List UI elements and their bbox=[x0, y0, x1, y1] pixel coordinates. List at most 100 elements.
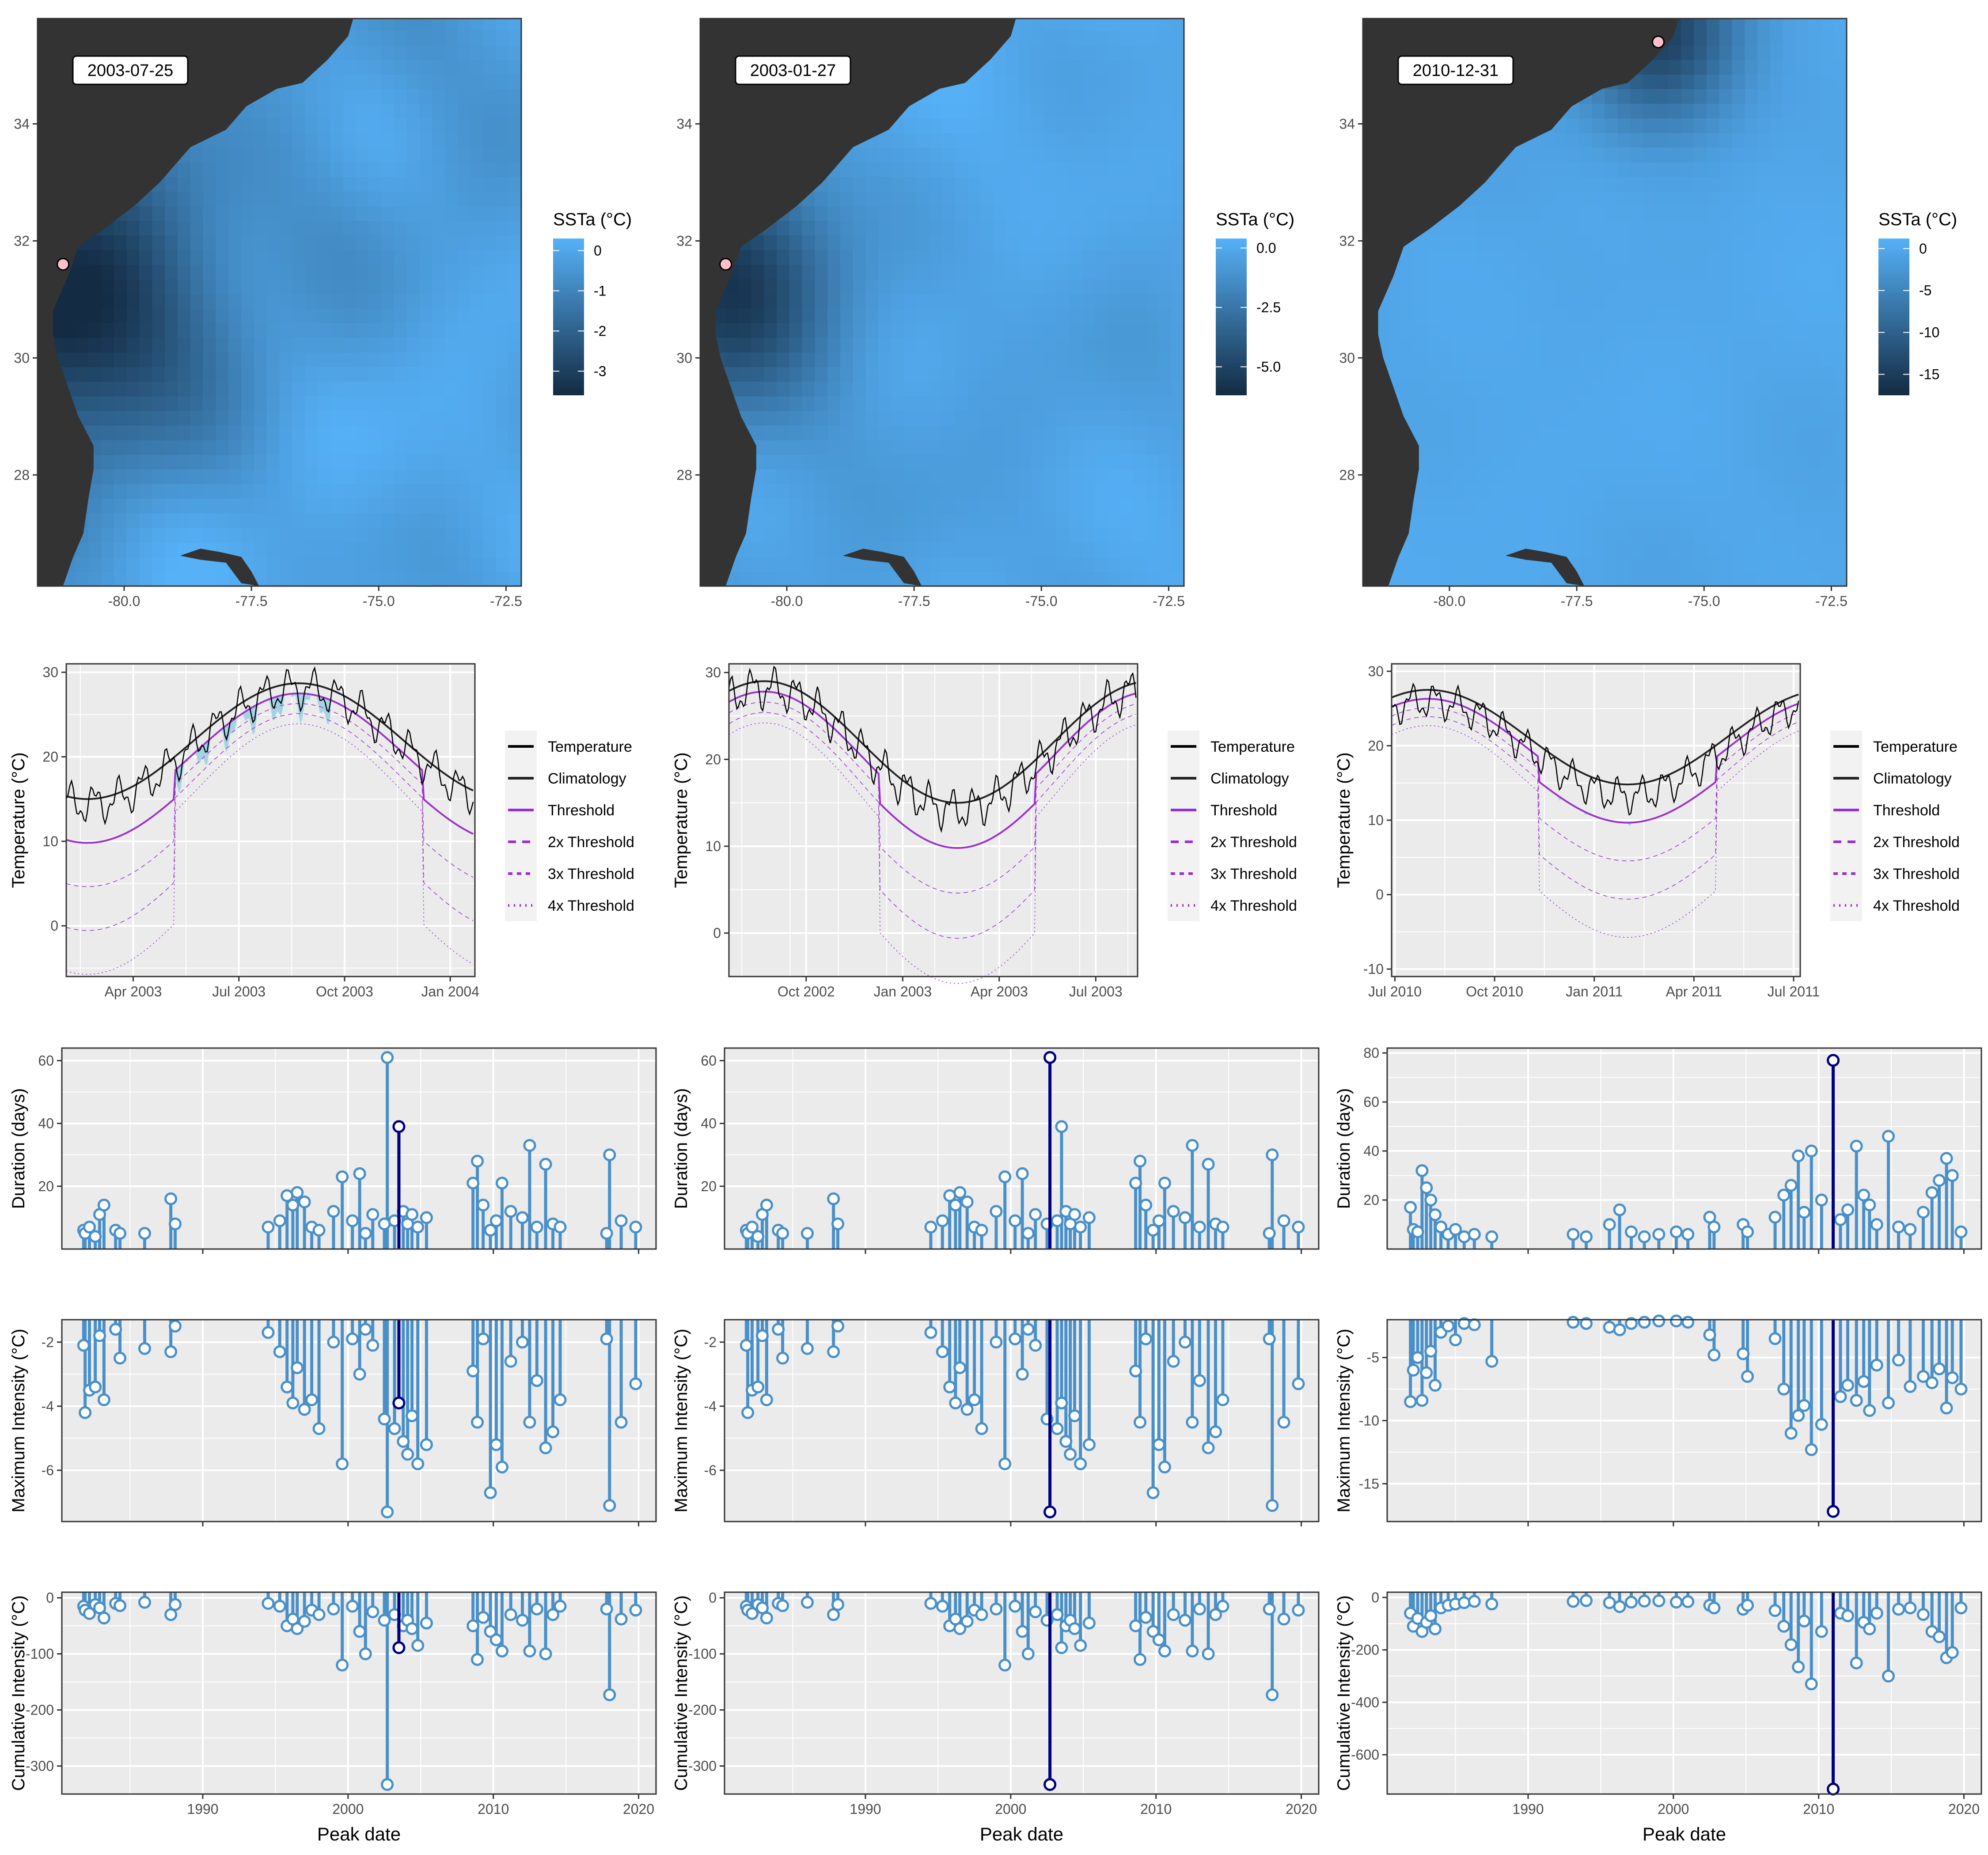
sst-cell bbox=[891, 352, 904, 367]
sst-cell bbox=[126, 571, 140, 586]
sst-cell bbox=[470, 30, 484, 45]
sst-cell bbox=[152, 250, 166, 265]
sst-cell bbox=[827, 250, 841, 265]
sst-cell bbox=[470, 45, 484, 60]
sst-cell bbox=[292, 176, 306, 192]
sst-cell bbox=[266, 250, 280, 265]
sst-cell bbox=[1158, 513, 1172, 528]
sst-cell bbox=[88, 498, 102, 514]
sst-cell bbox=[802, 235, 816, 250]
sst-cell bbox=[840, 337, 854, 353]
sst-cell bbox=[789, 513, 803, 528]
sst-cell bbox=[1681, 322, 1695, 338]
sst-cell bbox=[101, 439, 114, 455]
sst-cell bbox=[942, 191, 956, 206]
sst-cell bbox=[916, 322, 930, 338]
sst-cell bbox=[165, 527, 178, 543]
sst-cell bbox=[1630, 279, 1643, 294]
sst-cell bbox=[317, 132, 331, 148]
sst-cell bbox=[1056, 556, 1070, 572]
sst-cell bbox=[1605, 454, 1618, 469]
sst-cell bbox=[1031, 396, 1044, 411]
sst-cell bbox=[470, 439, 484, 455]
sst-cell bbox=[381, 542, 395, 557]
sst-cell bbox=[1401, 352, 1415, 367]
sst-cell bbox=[980, 89, 994, 104]
sst-cell bbox=[1579, 542, 1593, 557]
sst-cell bbox=[1108, 103, 1121, 119]
sst-cell bbox=[1056, 147, 1070, 163]
sst-cell bbox=[330, 74, 344, 89]
sst-cell bbox=[394, 367, 407, 382]
sst-cell bbox=[178, 162, 191, 177]
sst-cell bbox=[356, 381, 369, 397]
temperature-line bbox=[728, 666, 1137, 833]
sst-cell bbox=[1528, 322, 1542, 338]
sst-cell bbox=[457, 176, 471, 192]
sst-cell bbox=[776, 484, 790, 499]
sst-cell bbox=[330, 337, 344, 353]
sst-cell bbox=[1439, 220, 1453, 236]
sst-cell bbox=[254, 352, 267, 367]
sst-cell bbox=[1605, 367, 1618, 382]
max_intensity_chart-point bbox=[554, 1393, 567, 1406]
sst-cell bbox=[457, 279, 471, 294]
sst-cell bbox=[178, 484, 191, 499]
sst-cell bbox=[1401, 337, 1415, 353]
sst-cell bbox=[776, 367, 790, 382]
sst-cell bbox=[139, 322, 153, 338]
sst-cell bbox=[1617, 454, 1631, 469]
sst-cell bbox=[1171, 381, 1184, 397]
sst-cell bbox=[1031, 542, 1044, 557]
max_intensity_chart-point bbox=[1139, 1333, 1153, 1346]
sst-cell bbox=[241, 469, 254, 485]
sst-cell bbox=[967, 381, 981, 397]
sst-cell bbox=[178, 396, 191, 411]
sst-cell bbox=[1681, 176, 1695, 192]
sst-cell bbox=[1056, 191, 1070, 206]
sst-cell bbox=[1503, 396, 1516, 411]
sst-cell bbox=[1439, 235, 1453, 250]
sst-cell bbox=[419, 74, 433, 89]
sst-cell bbox=[840, 396, 854, 411]
sst-cell bbox=[152, 337, 166, 353]
sst-cell bbox=[1515, 293, 1529, 309]
sst-cell bbox=[840, 176, 854, 192]
sst-cell bbox=[1452, 454, 1465, 469]
sst-cell bbox=[1120, 264, 1134, 280]
sst-cell bbox=[929, 162, 943, 177]
sst-cell bbox=[1567, 484, 1580, 499]
sst-cell bbox=[1120, 367, 1134, 382]
sst-cell bbox=[1414, 498, 1427, 514]
sst-cell bbox=[916, 220, 930, 236]
sst-cell bbox=[891, 513, 904, 528]
sst-cell bbox=[1579, 381, 1593, 397]
sst-cell bbox=[368, 352, 382, 367]
sst-cell bbox=[470, 425, 484, 440]
sst-cell bbox=[432, 556, 446, 572]
sst-cell bbox=[305, 454, 318, 469]
sst-cell bbox=[1401, 556, 1415, 572]
sst-cell bbox=[1171, 571, 1184, 586]
sst-cell bbox=[1031, 454, 1044, 469]
sst-cell bbox=[1018, 542, 1032, 557]
sst-cell bbox=[394, 425, 407, 440]
cumulative_chart-point bbox=[629, 1604, 642, 1617]
sst-cell bbox=[178, 556, 191, 572]
sst-cell bbox=[1031, 74, 1044, 89]
sst-cell bbox=[114, 322, 127, 338]
sst-cell bbox=[1630, 425, 1643, 440]
sst-cell bbox=[1056, 367, 1070, 382]
sst-cell bbox=[1579, 322, 1593, 338]
cumulative_chart-point bbox=[1139, 1611, 1153, 1624]
duration_chart-point bbox=[936, 1214, 949, 1227]
sst-cell bbox=[76, 308, 89, 323]
sst-cell bbox=[317, 484, 331, 499]
duration_chart-point bbox=[801, 1227, 814, 1240]
sst-cell bbox=[891, 176, 904, 192]
sst-cell bbox=[139, 367, 153, 382]
sst-cell bbox=[1171, 74, 1184, 89]
sst-cell bbox=[1082, 498, 1096, 514]
sst-cell bbox=[152, 425, 166, 440]
sst-cell bbox=[1005, 250, 1019, 265]
